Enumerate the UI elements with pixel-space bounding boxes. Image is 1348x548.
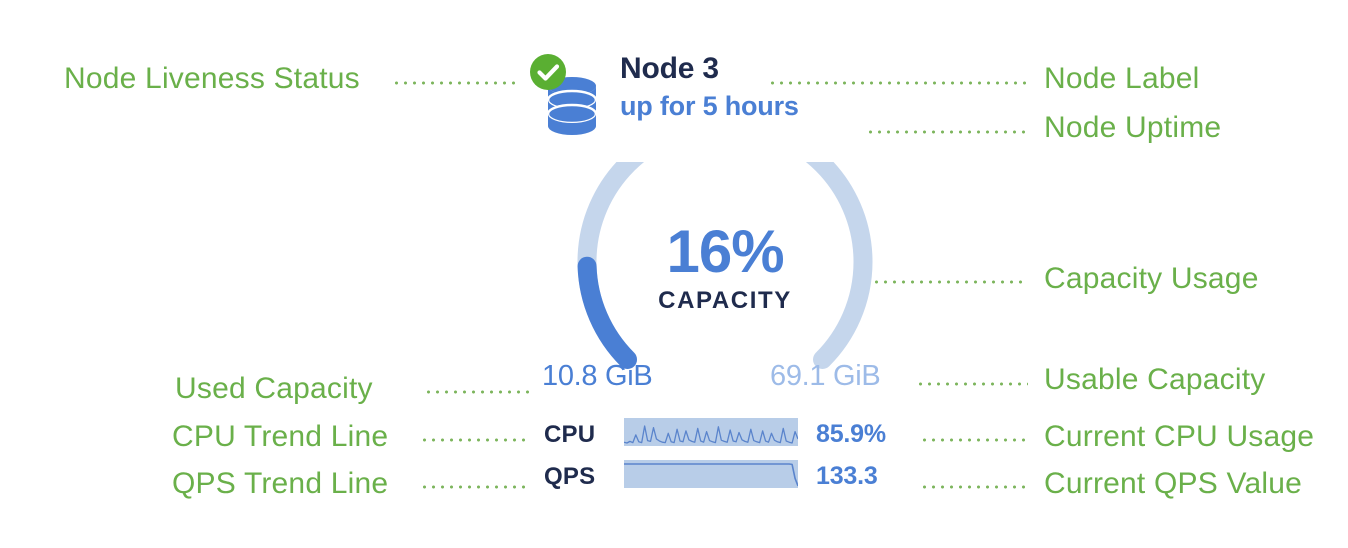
annotation-label: Node Uptime bbox=[1044, 111, 1222, 144]
annotation-label: Usable Capacity bbox=[1044, 363, 1266, 396]
annotation-label: CPU Trend Line bbox=[172, 420, 389, 453]
leader-line-node-liveness-status bbox=[392, 81, 520, 85]
annotation-label: Node Label bbox=[1044, 62, 1200, 95]
annotation-label: Node Liveness Status bbox=[64, 62, 360, 95]
leader-line-capacity-usage bbox=[872, 280, 1022, 284]
leader-line-node-uptime bbox=[866, 130, 1026, 134]
leader-line-current-qps bbox=[920, 485, 1028, 489]
node-uptime: up for 5 hours bbox=[620, 91, 799, 121]
gauge-fill bbox=[577, 114, 873, 369]
node-summary-card[interactable]: Node 3 up for 5 hours 16% CAPACITY 10.8 … bbox=[520, 50, 920, 510]
used-capacity-value: 10.8 GiB bbox=[542, 360, 653, 392]
annotation-current-cpu-usage: Current CPU Usage bbox=[1044, 422, 1314, 452]
leader-line-usable-capacity bbox=[916, 382, 1028, 386]
cpu-current-value: 85.9% bbox=[816, 420, 886, 448]
annotation-node-label: Node Label bbox=[1044, 64, 1199, 94]
capacity-values-row: 10.8 GiB 69.1 GiB bbox=[520, 360, 920, 400]
check-circle-icon bbox=[530, 54, 566, 90]
database-icon bbox=[546, 77, 598, 135]
leader-line-cpu-trend bbox=[420, 438, 530, 442]
metric-label-cpu: CPU bbox=[544, 421, 596, 448]
annotation-node-uptime: Node Uptime bbox=[1044, 113, 1221, 143]
metric-row-cpu[interactable]: CPU 85.9% bbox=[520, 418, 920, 452]
leader-line-used-capacity bbox=[424, 390, 529, 394]
qps-current-value: 133.3 bbox=[816, 462, 878, 490]
annotation-current-qps-value: Current QPS Value bbox=[1044, 469, 1302, 499]
metric-label-qps: QPS bbox=[544, 463, 596, 490]
metric-row-qps[interactable]: QPS 133.3 bbox=[520, 460, 920, 494]
capacity-gauge[interactable]: 16% CAPACITY bbox=[565, 114, 885, 374]
leader-line-current-cpu bbox=[920, 438, 1028, 442]
annotation-label: Used Capacity bbox=[175, 372, 373, 405]
annotation-usable-capacity: Usable Capacity bbox=[1044, 365, 1265, 395]
node-liveness-status-icon[interactable] bbox=[528, 52, 602, 142]
usable-capacity-value: 69.1 GiB bbox=[770, 360, 881, 392]
node-text-block: Node 3 up for 5 hours bbox=[620, 50, 799, 124]
qps-trend-line-sparkline bbox=[624, 460, 799, 488]
node-header: Node 3 up for 5 hours bbox=[520, 50, 920, 150]
cpu-trend-line-sparkline bbox=[623, 418, 799, 446]
annotation-label: Current QPS Value bbox=[1044, 467, 1302, 500]
annotation-node-liveness-status: Node Liveness Status bbox=[64, 64, 360, 94]
annotation-label: QPS Trend Line bbox=[172, 467, 389, 500]
gauge-track bbox=[577, 114, 873, 369]
annotation-cpu-trend-line: CPU Trend Line bbox=[172, 422, 388, 452]
node-label[interactable]: Node 3 bbox=[620, 52, 719, 85]
annotation-label: Capacity Usage bbox=[1044, 262, 1259, 295]
annotation-capacity-usage: Capacity Usage bbox=[1044, 264, 1259, 294]
annotation-used-capacity: Used Capacity bbox=[175, 374, 373, 404]
annotation-label: Current CPU Usage bbox=[1044, 420, 1315, 453]
leader-line-qps-trend bbox=[420, 485, 530, 489]
leader-line-node-label bbox=[768, 81, 1026, 85]
annotation-qps-trend-line: QPS Trend Line bbox=[172, 469, 388, 499]
